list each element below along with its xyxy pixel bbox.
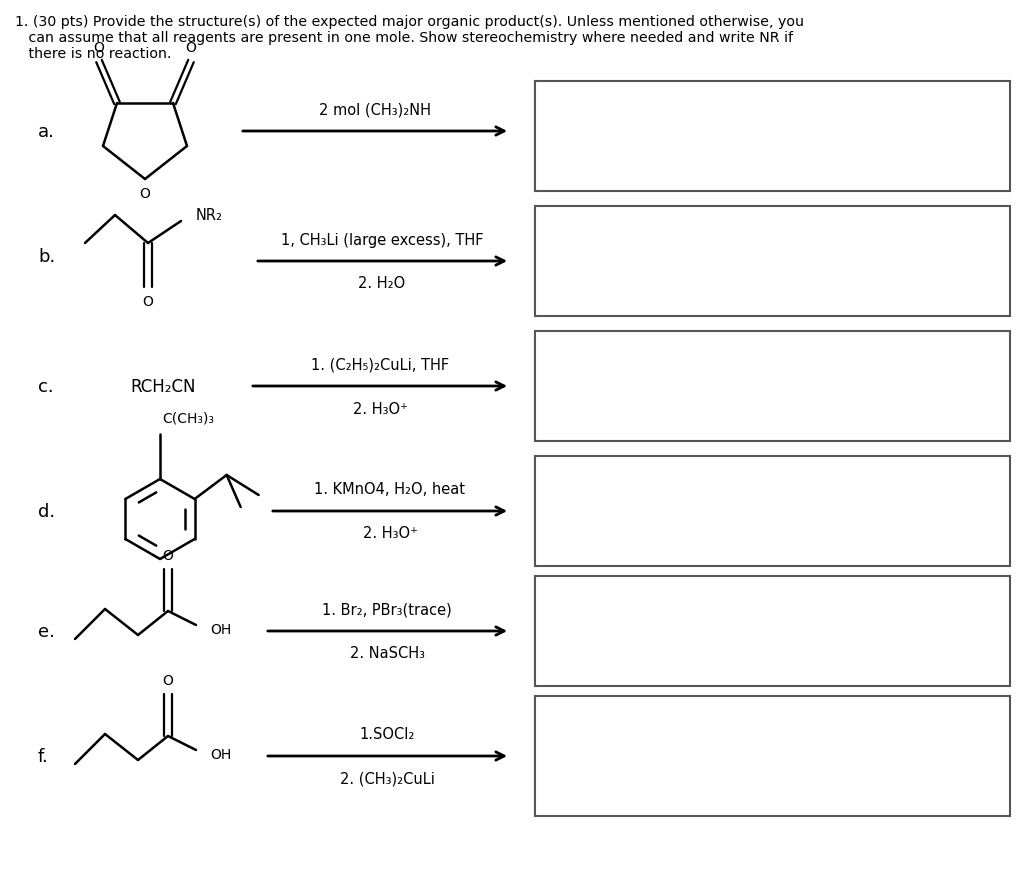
Bar — [535, 82, 1010, 191]
Text: 2. H₃O⁺: 2. H₃O⁺ — [352, 401, 408, 416]
Text: OH: OH — [210, 747, 231, 761]
Text: 1. (30 pts) Provide the structure(s) of the expected major organic product(s). U: 1. (30 pts) Provide the structure(s) of … — [15, 15, 804, 29]
Text: C(CH₃)₃: C(CH₃)₃ — [162, 411, 214, 425]
Text: NR₂: NR₂ — [196, 207, 223, 222]
Text: 1. KMnO4, H₂O, heat: 1. KMnO4, H₂O, heat — [314, 482, 466, 497]
Text: d.: d. — [38, 502, 55, 520]
Text: f.: f. — [38, 747, 49, 766]
Text: a.: a. — [38, 123, 55, 141]
Bar — [535, 577, 1010, 687]
Text: O: O — [163, 673, 173, 688]
Text: 1, CH₃Li (large excess), THF: 1, CH₃Li (large excess), THF — [281, 232, 483, 247]
Text: 1. (C₂H₅)₂CuLi, THF: 1. (C₂H₅)₂CuLi, THF — [311, 357, 450, 372]
Text: 2. NaSCH₃: 2. NaSCH₃ — [349, 646, 425, 661]
Text: b.: b. — [38, 248, 55, 266]
Bar — [535, 206, 1010, 316]
Text: O: O — [185, 41, 197, 55]
Text: c.: c. — [38, 377, 53, 395]
Text: 1. Br₂, PBr₃(trace): 1. Br₂, PBr₃(trace) — [323, 602, 452, 617]
Bar — [535, 696, 1010, 816]
Bar — [535, 456, 1010, 566]
Text: O: O — [93, 41, 104, 55]
Text: O: O — [163, 548, 173, 563]
Text: 2. (CH₃)₂CuLi: 2. (CH₃)₂CuLi — [340, 771, 434, 786]
Text: OH: OH — [210, 622, 231, 636]
Text: e.: e. — [38, 622, 55, 641]
Text: 2 mol (CH₃)₂NH: 2 mol (CH₃)₂NH — [319, 103, 431, 117]
Text: RCH₂CN: RCH₂CN — [130, 377, 196, 395]
Text: can assume that all reagents are present in one mole. Show stereochemistry where: can assume that all reagents are present… — [15, 31, 793, 45]
Text: there is no reaction.: there is no reaction. — [15, 47, 171, 61]
Text: 1.SOCl₂: 1.SOCl₂ — [359, 727, 415, 742]
Text: 2. H₃O⁺: 2. H₃O⁺ — [362, 526, 418, 540]
Text: O: O — [142, 295, 154, 308]
Bar — [535, 331, 1010, 441]
Text: O: O — [139, 187, 151, 201]
Text: 2. H₂O: 2. H₂O — [358, 276, 406, 291]
